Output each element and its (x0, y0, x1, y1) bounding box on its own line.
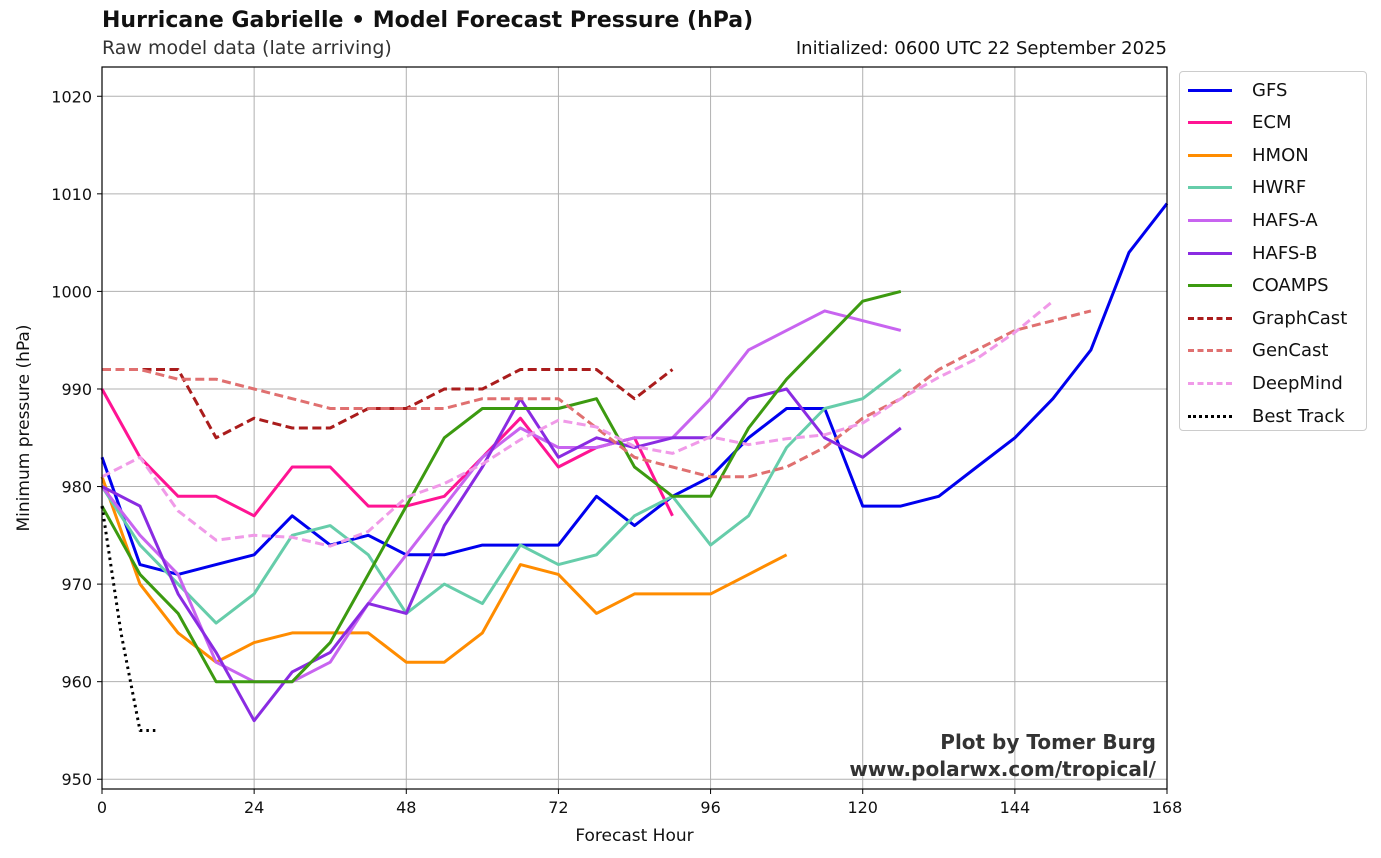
y-tick-label: 1010 (51, 185, 92, 204)
legend-label: COAMPS (1252, 275, 1329, 297)
series-line-best-track (100, 505, 160, 732)
legend-item: HAFS-A (1188, 205, 1318, 235)
initialized-label: Initialized: 0600 UTC 22 September 2025 (795, 38, 1167, 59)
series-line-ecm (100, 388, 674, 518)
legend-label: DeepMind (1252, 372, 1343, 394)
legend-swatch (1188, 153, 1232, 157)
legend-item: HWRF (1188, 173, 1306, 203)
x-tick-label: 96 (700, 798, 720, 817)
legend-swatch (1188, 381, 1232, 385)
plot-frame (101, 66, 1168, 790)
series-line-hwrf (100, 368, 902, 625)
legend-item: COAMPS (1188, 271, 1329, 301)
legend-label: HMON (1252, 144, 1309, 166)
credit-author: Plot by Tomer Burg (940, 730, 1156, 754)
legend-item: GenCast (1188, 336, 1328, 366)
legend-label: GenCast (1252, 340, 1329, 362)
legend-swatch (1188, 186, 1232, 190)
y-ticks: 950 960 970 980 990 1000 1010 1020 (51, 87, 102, 789)
legend-item: DeepMind (1188, 368, 1343, 398)
series-line-graphcast (102, 368, 674, 440)
x-tick-label: 168 (1152, 798, 1183, 817)
legend-swatch (1188, 88, 1232, 92)
y-tick-label: 1020 (51, 87, 92, 106)
series-line-hafs-b (101, 387, 902, 723)
legend-label: ECM (1252, 112, 1292, 134)
legend-item: HAFS-B (1188, 238, 1318, 268)
legend-swatch (1188, 284, 1232, 288)
legend-item: Best Track (1188, 401, 1345, 431)
x-tick-label: 48 (396, 798, 416, 817)
legend-label: HAFS-B (1252, 242, 1318, 264)
legend-swatch (1188, 349, 1232, 353)
legend-swatch (1188, 251, 1232, 255)
series-line-hafs-a (100, 309, 902, 684)
legend-label: Best Track (1252, 405, 1345, 427)
x-axis-label: Forecast Hour (575, 826, 693, 846)
x-tick-label: 0 (97, 798, 107, 817)
legend-item: GFS (1188, 75, 1287, 105)
y-tick-label: 1000 (51, 282, 92, 301)
x-ticks: 0 24 48 72 96 120 144 168 (97, 789, 1182, 817)
credit-url: www.polarwx.com/tropical/ (849, 757, 1156, 781)
y-tick-label: 980 (61, 478, 92, 497)
series-line-coamps (100, 289, 902, 684)
chart-title: Hurricane Gabrielle • Model Forecast Pre… (102, 8, 754, 33)
y-tick-label: 960 (61, 673, 92, 692)
series-line-gfs (100, 202, 1169, 576)
legend-swatch (1188, 121, 1232, 125)
y-tick-label: 990 (61, 380, 92, 399)
x-tick-label: 144 (1000, 798, 1031, 817)
legend-label: GraphCast (1252, 307, 1348, 329)
x-tick-label: 72 (548, 798, 568, 817)
y-tick-label: 970 (61, 575, 92, 594)
legend-item: GraphCast (1188, 303, 1347, 333)
legend-label: HWRF (1252, 177, 1307, 199)
series-line-deepmind (101, 300, 1054, 548)
x-tick-label: 120 (847, 798, 878, 817)
series-lines (100, 202, 1169, 732)
legend-label: GFS (1252, 79, 1288, 101)
legend-swatch (1188, 316, 1232, 320)
chart-subtitle: Raw model data (late arriving) (102, 37, 392, 59)
y-axis-label: Minimum pressure (hPa) (14, 325, 34, 532)
x-tick-label: 24 (244, 798, 264, 817)
legend-item: HMON (1188, 140, 1309, 170)
legend-swatch (1188, 414, 1232, 418)
legend-label: HAFS-A (1252, 209, 1318, 231)
y-tick-label: 950 (61, 770, 92, 789)
chart-legend: GFS ECM HMON HWRF HAFS-A HAFS-B COAMPS GraphCas… (1179, 71, 1367, 431)
series-line-gencast (102, 309, 1092, 479)
legend-item: ECM (1188, 108, 1291, 138)
legend-swatch (1188, 218, 1232, 222)
